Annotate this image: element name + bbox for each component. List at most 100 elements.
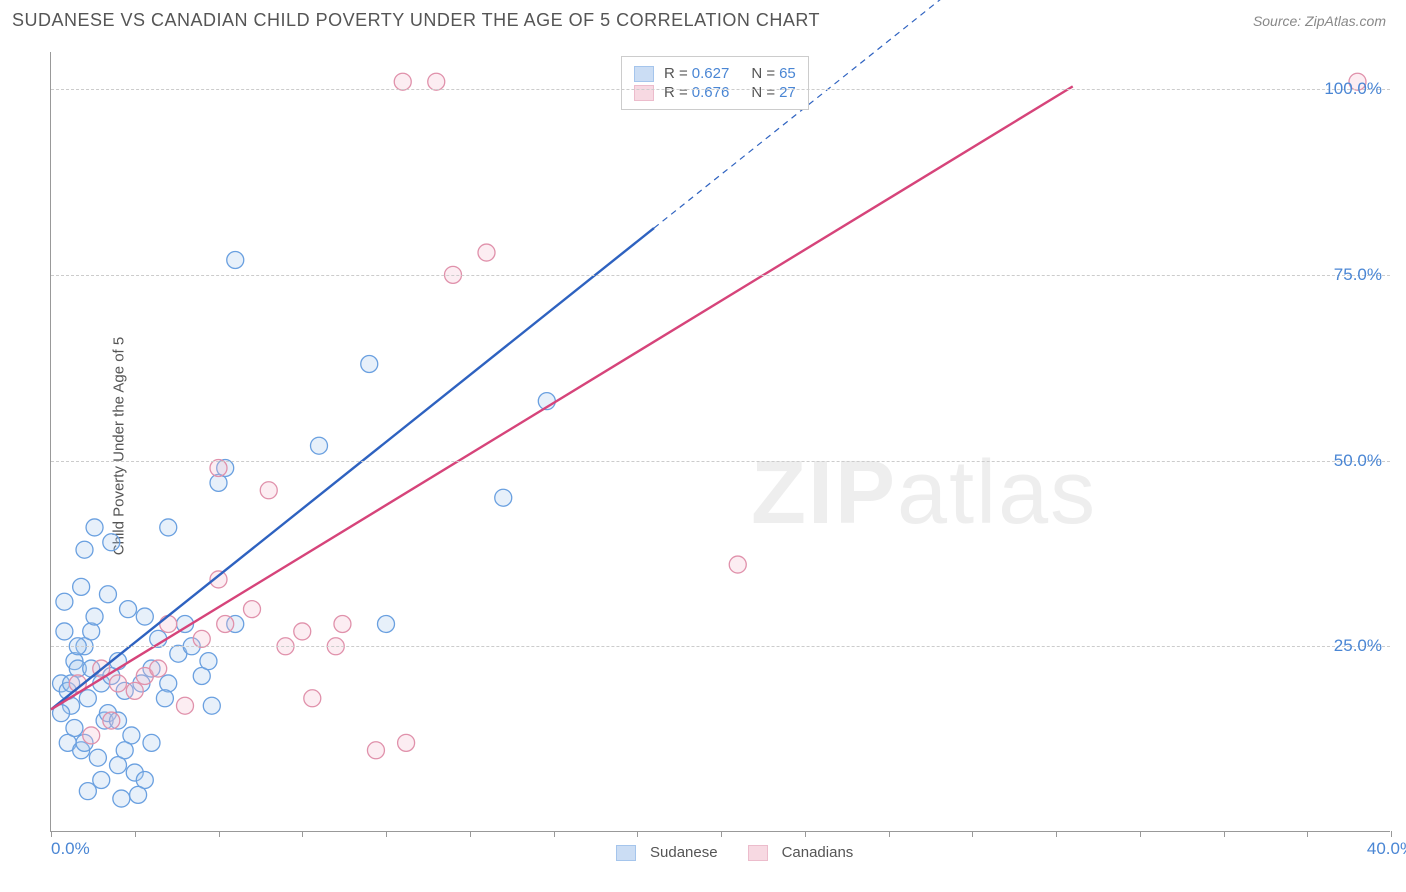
scatter-point-sudanese [73, 578, 90, 595]
legend-r-label: R = [664, 84, 688, 101]
legend-series-box: Sudanese Canadians [616, 844, 853, 861]
legend-r-value: 0.627 [692, 65, 730, 82]
x-tick [637, 831, 638, 837]
scatter-point-sudanese [227, 252, 244, 269]
scatter-svg [51, 52, 1390, 831]
scatter-point-sudanese [495, 489, 512, 506]
x-tick [805, 831, 806, 837]
x-tick [721, 831, 722, 837]
scatter-point-sudanese [56, 623, 73, 640]
y-tick-label: 25.0% [1334, 636, 1382, 656]
scatter-point-canadians [334, 616, 351, 633]
scatter-point-sudanese [120, 601, 137, 618]
scatter-point-canadians [729, 556, 746, 573]
scatter-point-sudanese [86, 519, 103, 536]
legend-swatch [634, 85, 654, 101]
x-tick [1056, 831, 1057, 837]
x-tick [1391, 831, 1392, 837]
x-tick [972, 831, 973, 837]
x-tick [219, 831, 220, 837]
legend-n-label: N = [751, 84, 775, 101]
regression-line-sudanese [51, 228, 654, 709]
gridline-h [51, 646, 1390, 647]
x-tick [889, 831, 890, 837]
x-tick [386, 831, 387, 837]
scatter-point-sudanese [143, 734, 160, 751]
scatter-point-sudanese [79, 690, 96, 707]
x-tick-label-right: 40.0% [1367, 839, 1406, 859]
scatter-point-canadians [160, 616, 177, 633]
scatter-point-canadians [126, 682, 143, 699]
x-tick [1224, 831, 1225, 837]
x-tick [470, 831, 471, 837]
x-tick [554, 831, 555, 837]
scatter-point-canadians [217, 616, 234, 633]
scatter-point-canadians [394, 73, 411, 90]
legend-r-label: R = [664, 65, 688, 82]
scatter-point-canadians [244, 601, 261, 618]
scatter-point-sudanese [136, 608, 153, 625]
scatter-point-sudanese [160, 675, 177, 692]
x-tick [1307, 831, 1308, 837]
scatter-point-sudanese [200, 653, 217, 670]
scatter-point-canadians [103, 712, 120, 729]
gridline-h [51, 461, 1390, 462]
chart-title: SUDANESE VS CANADIAN CHILD POVERTY UNDER… [12, 10, 820, 31]
scatter-point-canadians [193, 630, 210, 647]
legend-series-label: Sudanese [650, 844, 718, 861]
scatter-point-sudanese [93, 772, 110, 789]
scatter-point-canadians [294, 623, 311, 640]
scatter-point-canadians [428, 73, 445, 90]
chart-header: SUDANESE VS CANADIAN CHILD POVERTY UNDER… [0, 0, 1406, 37]
scatter-point-sudanese [89, 749, 106, 766]
scatter-point-canadians [478, 244, 495, 261]
regression-line-canadians [51, 86, 1073, 709]
scatter-point-canadians [210, 460, 227, 477]
scatter-point-sudanese [311, 437, 328, 454]
scatter-point-sudanese [156, 690, 173, 707]
y-tick-label: 100.0% [1324, 79, 1382, 99]
scatter-point-sudanese [160, 519, 177, 536]
legend-item-sudanese: Sudanese [616, 844, 718, 861]
legend-swatch [748, 845, 768, 861]
legend-r-value: 0.676 [692, 84, 730, 101]
scatter-point-canadians [177, 697, 194, 714]
scatter-point-sudanese [203, 697, 220, 714]
legend-correlation-box: R = 0.627 N = 65 R = 0.676 N = 27 [621, 56, 809, 110]
x-tick [1140, 831, 1141, 837]
y-tick-label: 75.0% [1334, 265, 1382, 285]
scatter-point-canadians [304, 690, 321, 707]
scatter-point-canadians [367, 742, 384, 759]
scatter-point-sudanese [378, 616, 395, 633]
legend-item-canadians: Canadians [748, 844, 854, 861]
legend-n-value: 27 [779, 84, 796, 101]
legend-swatch [616, 845, 636, 861]
legend-corr-row-sudanese: R = 0.627 N = 65 [634, 65, 796, 82]
legend-n-value: 65 [779, 65, 796, 82]
scatter-point-sudanese [83, 623, 100, 640]
x-tick [51, 831, 52, 837]
scatter-point-sudanese [361, 356, 378, 373]
scatter-point-sudanese [86, 608, 103, 625]
legend-swatch [634, 66, 654, 82]
legend-series-label: Canadians [782, 844, 854, 861]
scatter-point-canadians [260, 482, 277, 499]
chart-source: Source: ZipAtlas.com [1253, 13, 1386, 29]
x-tick-label-left: 0.0% [51, 839, 90, 859]
scatter-point-sudanese [116, 742, 133, 759]
gridline-h [51, 275, 1390, 276]
scatter-point-canadians [110, 675, 127, 692]
scatter-point-sudanese [103, 534, 120, 551]
x-tick [135, 831, 136, 837]
scatter-point-canadians [398, 734, 415, 751]
scatter-point-sudanese [130, 786, 147, 803]
x-tick [302, 831, 303, 837]
gridline-h [51, 89, 1390, 90]
legend-n-label: N = [751, 65, 775, 82]
scatter-point-sudanese [66, 720, 83, 737]
scatter-point-sudanese [56, 593, 73, 610]
chart-plot-area: ZIPatlas R = 0.627N = 65R = 0.676N = 27 … [50, 52, 1390, 832]
scatter-point-sudanese [99, 586, 116, 603]
legend-corr-row-canadians: R = 0.676 N = 27 [634, 84, 796, 101]
y-tick-label: 50.0% [1334, 451, 1382, 471]
